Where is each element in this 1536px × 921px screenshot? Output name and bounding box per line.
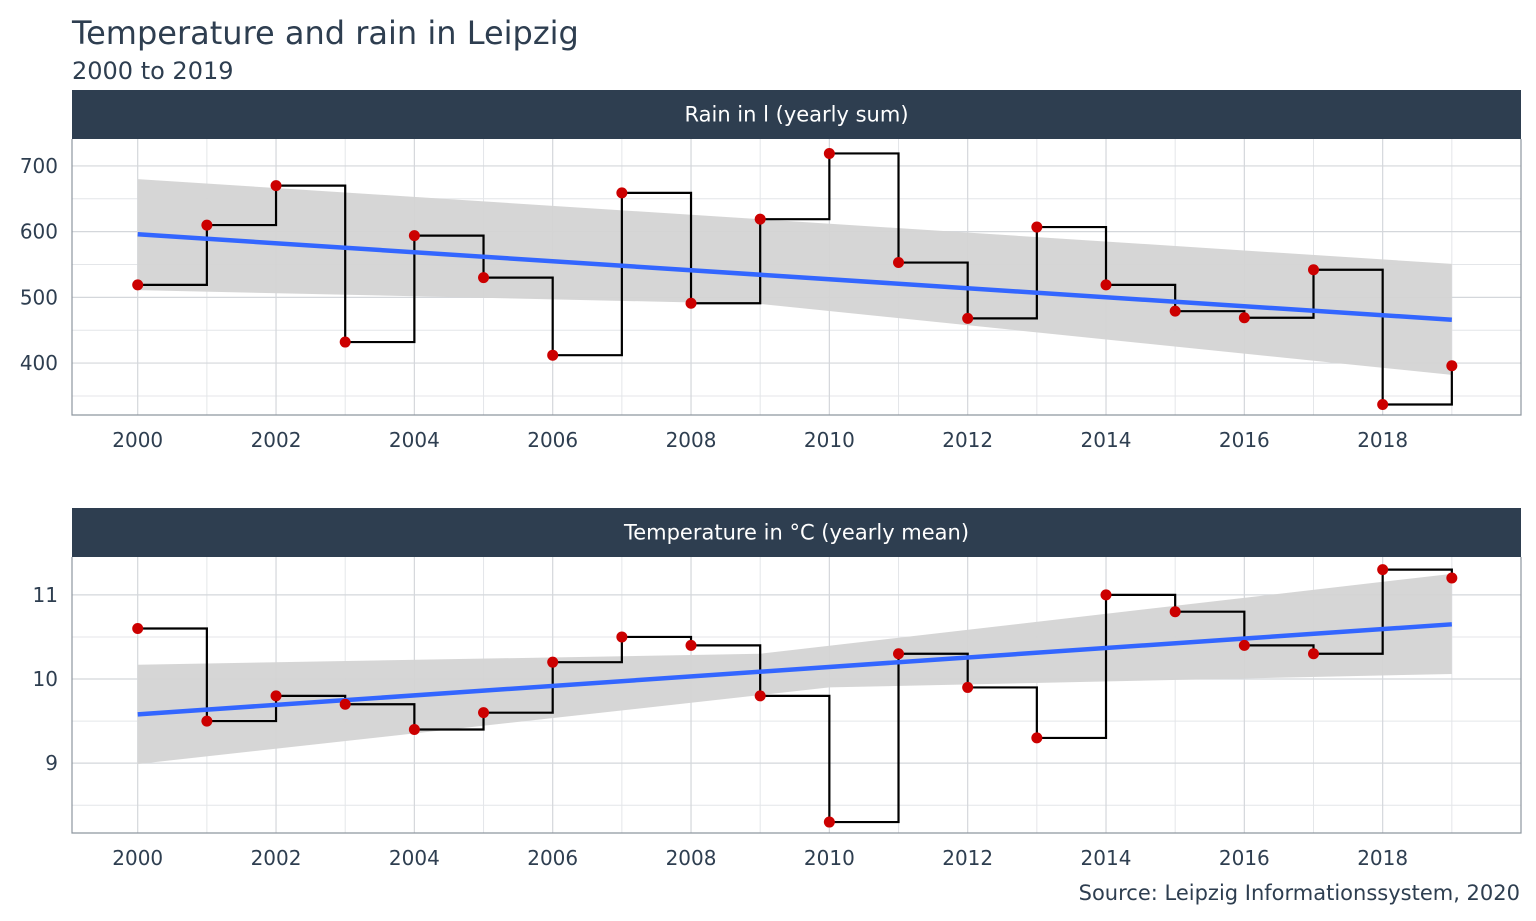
data-point: 2005: 530 xyxy=(478,272,490,284)
data-point: 2011: 553 xyxy=(893,257,905,269)
data-point: 2010: 8.3 xyxy=(823,816,835,828)
data-point: 2006: 10.2 xyxy=(547,656,559,668)
y-axis-labels: 9 10 11 xyxy=(33,583,58,775)
data-point: 2004: 594 xyxy=(408,230,420,242)
x-tick-label: 2016 xyxy=(1219,428,1270,452)
y-tick-label: 700 xyxy=(20,154,58,178)
data-point: 2010: 719 xyxy=(823,147,835,159)
data-points: 2000: 519 2001: 610 2002: 670 2003: 432 2004… xyxy=(132,147,1458,410)
data-point: 2017: 542 xyxy=(1308,264,1320,276)
data-point: 2009: 619 xyxy=(754,213,766,225)
data-point: 2001: 610 xyxy=(201,219,213,231)
trend-line xyxy=(137,232,1452,322)
data-point: 2003: 9.7 xyxy=(339,698,351,710)
x-tick-label: 2008 xyxy=(666,428,717,452)
data-point: 2012: 9.9 xyxy=(962,681,974,693)
data-point: 2018: 337 xyxy=(1377,398,1389,410)
x-tick-label: 2004 xyxy=(389,846,440,870)
x-tick-label: 2006 xyxy=(527,428,578,452)
data-point: 2014: 519 xyxy=(1100,279,1112,291)
data-point: 2012: 468 xyxy=(962,312,974,324)
y-tick-label: 9 xyxy=(45,751,58,775)
chart-subtitle: 2000 to 2019 xyxy=(72,57,234,85)
data-points: 2000: 10.6 2001: 9.5 2002: 9.8 2003: 9.7 200… xyxy=(132,564,1458,828)
panel-2: Temperature in °C (yearly mean) 2000: 10.… xyxy=(33,508,1522,870)
y-tick-label: 600 xyxy=(20,220,58,244)
data-point: 2003: 432 xyxy=(339,336,351,348)
step-line xyxy=(137,568,1453,824)
x-tick-label: 2004 xyxy=(389,428,440,452)
y-tick-label: 10 xyxy=(33,667,58,691)
data-point: 2017: 10.3 xyxy=(1308,648,1320,660)
x-tick-label: 2018 xyxy=(1357,428,1408,452)
data-point: 2019: 11.2 xyxy=(1446,572,1458,584)
y-tick-label: 11 xyxy=(33,583,58,607)
panel-border xyxy=(71,557,1522,834)
y-tick-label: 400 xyxy=(20,351,58,375)
x-tick-label: 2010 xyxy=(804,846,855,870)
panel-strip xyxy=(72,508,1521,557)
y-tick-label: 500 xyxy=(20,285,58,309)
x-tick-label: 2014 xyxy=(1081,428,1132,452)
panel-strip xyxy=(72,90,1521,139)
data-point: 2015: 10.8 xyxy=(1169,606,1181,618)
data-point: 2009: 9.8 xyxy=(754,690,766,702)
x-tick-label: 2002 xyxy=(251,428,302,452)
data-point: 2015: 479 xyxy=(1169,305,1181,317)
data-point: 2007: 659 xyxy=(616,187,628,199)
data-point: 2008: 10.4 xyxy=(685,639,697,651)
y-axis-labels: 400 500 600 700 xyxy=(20,154,58,375)
data-point: 2013: 607 xyxy=(1031,221,1043,233)
data-point: 2005: 9.6 xyxy=(478,707,490,719)
x-tick-label: 2008 xyxy=(666,846,717,870)
data-point: 2014: 11 xyxy=(1100,589,1112,601)
data-point: 2019: 396 xyxy=(1446,360,1458,372)
x-tick-label: 2002 xyxy=(251,846,302,870)
panel-1: Rain in l (yearly sum) 2000: 519 2001: 610… xyxy=(20,90,1522,452)
data-point: 2016: 10.4 xyxy=(1238,639,1250,651)
x-axis-labels: 2000 2002 2004 2006 2008 2010 2012 2014 2016 2018 xyxy=(112,428,1408,452)
chart-title: Temperature and rain in Leipzig xyxy=(71,14,579,52)
data-point: 2011: 10.3 xyxy=(893,648,905,660)
panel-title: Temperature in °C (yearly mean) xyxy=(623,521,969,545)
data-point: 2002: 9.8 xyxy=(270,690,282,702)
x-tick-label: 2000 xyxy=(112,846,163,870)
data-point: 2000: 10.6 xyxy=(132,623,144,635)
x-tick-label: 2014 xyxy=(1081,846,1132,870)
data-point: 2000: 519 xyxy=(132,279,144,291)
data-point: 2008: 491 xyxy=(685,297,697,309)
trend-line xyxy=(137,622,1452,717)
x-tick-label: 2012 xyxy=(942,846,993,870)
x-tick-label: 2010 xyxy=(804,428,855,452)
data-point: 2006: 412 xyxy=(547,349,559,361)
data-point: 2007: 10.5 xyxy=(616,631,628,643)
data-point: 2004: 9.4 xyxy=(408,724,420,735)
data-point: 2013: 9.3 xyxy=(1031,732,1043,744)
data-point: 2018: 11.3 xyxy=(1377,564,1389,576)
panel-border xyxy=(71,139,1522,416)
data-point: 2001: 9.5 xyxy=(201,715,213,727)
facet-panels: Rain in l (yearly sum) 2000: 519 2001: 610… xyxy=(20,90,1522,870)
panel-title: Rain in l (yearly sum) xyxy=(684,103,908,127)
x-tick-label: 2006 xyxy=(527,846,578,870)
x-tick-label: 2012 xyxy=(942,428,993,452)
x-tick-label: 2016 xyxy=(1219,846,1270,870)
data-point: 2016: 469 xyxy=(1238,312,1250,324)
x-tick-label: 2000 xyxy=(112,428,163,452)
data-point: 2002: 670 xyxy=(270,180,282,192)
x-tick-label: 2018 xyxy=(1357,846,1408,870)
x-axis-labels: 2000 2002 2004 2006 2008 2010 2012 2014 2016 2018 xyxy=(112,846,1408,870)
chart-caption: Source: Leipzig Informationssystem, 2020 xyxy=(1079,881,1520,905)
